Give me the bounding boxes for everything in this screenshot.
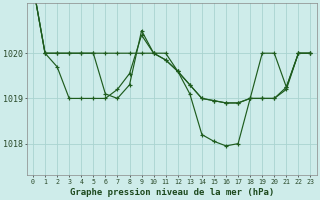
X-axis label: Graphe pression niveau de la mer (hPa): Graphe pression niveau de la mer (hPa) xyxy=(70,188,274,197)
